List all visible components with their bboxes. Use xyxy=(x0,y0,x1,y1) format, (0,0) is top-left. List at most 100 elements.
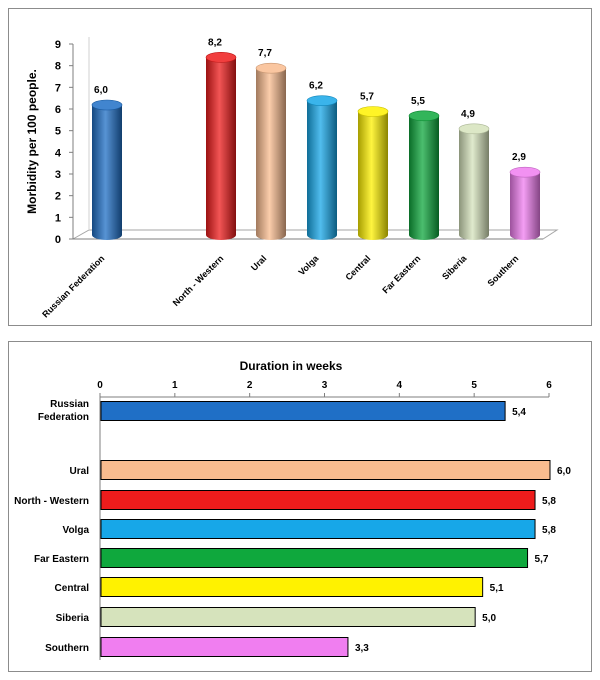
y-tick-label: 4 xyxy=(55,147,62,159)
bar-body xyxy=(459,128,489,240)
x-tick-label: 6 xyxy=(546,380,552,391)
data-label: 6,2 xyxy=(309,81,323,92)
bar: 5,8 North - Western xyxy=(14,490,556,510)
y-axis-title: Morbidity per 100 people. xyxy=(25,69,39,214)
bar: 4,9 xyxy=(458,109,490,240)
bars: 5,4 Russian Federation 6,0 Ural 5,8 North - We… xyxy=(14,399,571,657)
data-label: 5,8 xyxy=(542,496,556,507)
category-label: Volga xyxy=(296,253,321,278)
data-label: 5,7 xyxy=(535,554,549,565)
bar-top xyxy=(91,99,123,111)
bar-rect xyxy=(100,460,551,480)
bar-rect xyxy=(100,607,476,627)
x-tick-label: 0 xyxy=(97,380,103,391)
bar-body xyxy=(92,105,122,240)
y-tick-label: 5 xyxy=(55,126,61,138)
bar: 5,7 xyxy=(357,92,389,240)
y-tick-label: 8 xyxy=(55,61,61,73)
data-label: 8,2 xyxy=(208,37,222,48)
x-tick-label: 1 xyxy=(172,380,178,391)
category-label: Southern xyxy=(45,643,89,654)
data-label: 4,9 xyxy=(461,109,475,120)
category-label: Volga xyxy=(63,525,90,536)
data-label: 5,4 xyxy=(512,407,526,418)
category-label: Far Eastern xyxy=(34,554,89,565)
category-label: North - Western xyxy=(171,253,226,308)
category-labels: Russian Federation North - Western Ural Vol… xyxy=(40,253,520,320)
data-label: 6,0 xyxy=(557,466,571,477)
bar: 6,2 xyxy=(306,81,338,241)
y-tick-label: 6 xyxy=(55,104,61,116)
x-tick-label: 5 xyxy=(471,380,477,391)
data-label: 2,9 xyxy=(512,152,526,163)
bar-top xyxy=(458,123,490,135)
category-label: Siberia xyxy=(440,253,469,282)
bar-body xyxy=(307,100,337,241)
bar: 5,5 xyxy=(408,96,440,240)
y-tick-label: 2 xyxy=(55,191,61,203)
bar-body xyxy=(409,115,439,240)
bar-top xyxy=(509,166,541,178)
bar: 5,0 Siberia xyxy=(56,607,497,627)
category-label: Ural xyxy=(70,466,90,477)
bar: 8,2 xyxy=(205,37,237,241)
data-label: 7,7 xyxy=(258,48,272,59)
y-tick-label: 3 xyxy=(55,169,61,181)
bar-body xyxy=(206,57,236,241)
bar-body xyxy=(256,68,286,240)
bars: 6,0 8,2 7,7 6,2 5,7 5,5 4,9 2,9 xyxy=(91,37,541,241)
data-label: 3,3 xyxy=(355,643,369,654)
category-label: Central xyxy=(55,583,90,594)
bar-top xyxy=(357,106,389,117)
bar-body xyxy=(358,111,388,240)
data-label: 5,1 xyxy=(490,583,504,594)
y-tick-label: 9 xyxy=(55,39,61,51)
chart-title: Duration in weeks xyxy=(240,359,343,373)
bar-top xyxy=(255,62,287,74)
bar-rect xyxy=(100,519,536,539)
bar-rect xyxy=(100,490,536,510)
bar: 5,7 Far Eastern xyxy=(34,548,549,568)
bar-rect xyxy=(100,401,506,421)
morbidity-chart-panel: 0 1 2 3 4 5 6 7 8 9 6,0 8,2 7,7 6,2 5,7 5,5 4,9 2,9 Russ… xyxy=(8,8,592,326)
bar: 6,0 Ural xyxy=(70,460,571,480)
bar: 7,7 xyxy=(255,48,287,240)
category-label: Southern xyxy=(485,253,520,288)
category-label: Ural xyxy=(249,253,268,272)
category-label: Far Eastern xyxy=(380,253,422,295)
bar: 5,8 Volga xyxy=(63,519,556,539)
x-tick-label: 2 xyxy=(247,380,253,391)
duration-chart-panel: Duration in weeks 0 1 2 3 4 5 6 5,4 Russian Fede… xyxy=(8,341,592,672)
x-tick-label: 3 xyxy=(322,380,328,391)
bar-rect xyxy=(100,577,484,597)
duration-chart: Duration in weeks 0 1 2 3 4 5 6 5,4 Russian Fede… xyxy=(14,359,571,660)
bar: 6,0 xyxy=(91,85,123,240)
bar: 3,3 Southern xyxy=(45,637,369,657)
y-axis: 0 1 2 3 4 5 6 7 8 9 xyxy=(55,39,74,246)
bar-top xyxy=(306,95,338,106)
category-label: Central xyxy=(343,253,372,282)
bar-top xyxy=(408,110,440,122)
y-tick-label: 7 xyxy=(55,82,61,94)
data-label: 5,8 xyxy=(542,525,556,536)
bar-rect xyxy=(100,637,349,657)
bar-body xyxy=(510,172,540,240)
bar: 5,1 Central xyxy=(55,577,504,597)
bar-rect xyxy=(100,548,529,568)
bar-top xyxy=(205,52,237,63)
data-label: 5,5 xyxy=(411,96,425,107)
bar: 2,9 xyxy=(509,152,541,240)
x-tick-label: 4 xyxy=(397,380,403,391)
category-label: Russian Federation xyxy=(40,253,106,319)
data-label: 6,0 xyxy=(94,85,108,96)
y-tick-label: 1 xyxy=(55,212,61,224)
morbidity-chart: 0 1 2 3 4 5 6 7 8 9 6,0 8,2 7,7 6,2 5,7 5,5 4,9 2,9 Russ… xyxy=(25,37,559,320)
axes: 0 1 2 3 4 5 6 xyxy=(97,380,552,660)
category-label: North - Western xyxy=(14,496,89,507)
data-label: 5,7 xyxy=(360,92,374,103)
data-label: 5,0 xyxy=(482,613,496,624)
category-label: Siberia xyxy=(56,613,90,624)
y-tick-label: 0 xyxy=(55,234,61,246)
category-label: Russian Federation xyxy=(38,399,89,423)
bar: 5,4 Russian Federation xyxy=(38,399,527,423)
